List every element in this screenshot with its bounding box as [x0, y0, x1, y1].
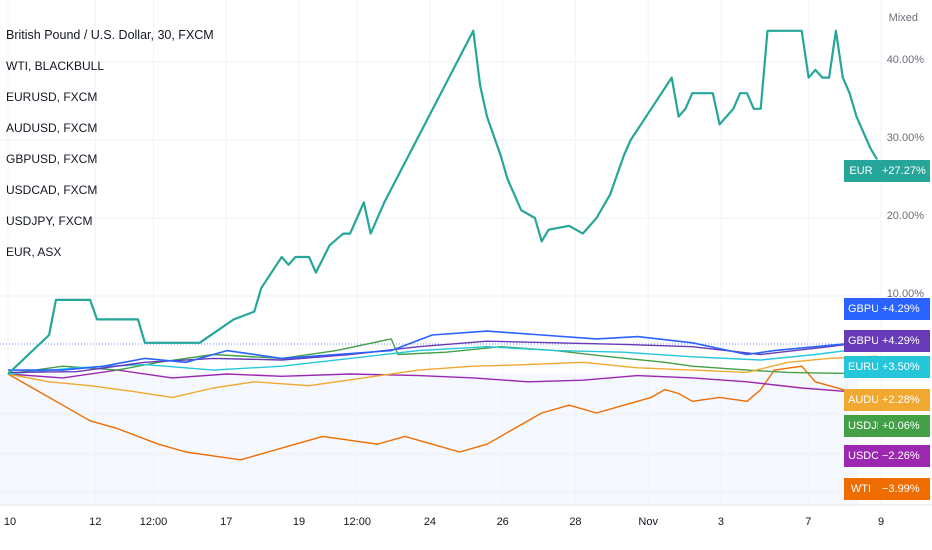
- series-line-eurusd: [7, 346, 878, 375]
- price-tag-usdjpy[interactable]: USDJPY +0.06%: [844, 415, 930, 437]
- price-tag-gbpusd[interactable]: GBPUSD +4.29%: [844, 298, 930, 320]
- price-tag-symbol: USDCAD: [844, 445, 894, 467]
- y-tick-label: 30.00%: [886, 132, 924, 144]
- series-line-gbpusd: [7, 339, 878, 374]
- price-tag-symbol: EURUSD: [844, 356, 894, 378]
- series-line-usdjpy: [7, 338, 878, 375]
- price-tag-symbol: USDJPY: [844, 415, 891, 437]
- legend-item-usdjpy[interactable]: USDJPY, FXCM: [6, 214, 93, 228]
- series-line-gbpusd: [8, 330, 878, 371]
- x-tick-label: 12:00: [343, 516, 371, 528]
- x-tick-label: 9: [877, 516, 885, 528]
- price-tag-usdcad[interactable]: USDCAD −2.26%: [844, 445, 930, 467]
- y-tick-label: 10.00%: [886, 288, 924, 300]
- price-tag-value: −3.99%: [878, 478, 930, 500]
- baseline-fill: [0, 374, 858, 505]
- x-tick-label: 10: [3, 516, 17, 528]
- x-tick-label: 19: [292, 516, 306, 528]
- legend-item-eur[interactable]: EUR, ASX: [6, 245, 62, 259]
- price-tag-gbpusd[interactable]: GBPUSD +4.29%: [844, 330, 930, 352]
- price-tag-eurusd[interactable]: EURUSD +3.50%: [844, 356, 930, 378]
- price-tag-value: +2.28%: [878, 389, 930, 411]
- series-line-usdcad: [7, 369, 878, 393]
- y-tick-label: 40.00%: [886, 54, 924, 66]
- x-tick-label: 28: [569, 516, 582, 528]
- scale-mode-label[interactable]: Mixed: [888, 12, 918, 24]
- legend-item-eurusd[interactable]: EURUSD, FXCM: [6, 90, 98, 104]
- x-tick-label: Nov: [638, 516, 658, 528]
- price-tag-value: +27.27%: [878, 160, 930, 182]
- price-tag-symbol: WTI: [844, 478, 878, 500]
- x-tick-label: 7: [805, 516, 812, 528]
- legend-item-gbpusd[interactable]: GBPUSD, FXCM: [6, 152, 98, 166]
- legend-item-usdcad[interactable]: USDCAD, FXCM: [6, 183, 98, 197]
- price-tag-symbol: GBPUSD: [844, 330, 894, 352]
- price-tag-symbol: AUDUSD: [844, 389, 894, 411]
- x-tick-label: 12:00: [139, 516, 168, 528]
- price-tag-audusd[interactable]: AUDUSD +2.28%: [844, 389, 930, 411]
- legend-item-audusd[interactable]: AUDUSD, FXCM: [6, 121, 98, 135]
- legend: British Pound / U.S. Dollar, 30, FXCM WT…: [6, 20, 214, 268]
- x-tick-label: 17: [220, 516, 233, 528]
- x-tick-label: 26: [496, 516, 509, 528]
- price-tag-value: +4.29%: [878, 298, 930, 320]
- price-tag-value: +4.29%: [878, 330, 930, 352]
- price-tag-value: +3.50%: [878, 356, 930, 378]
- series-line-audusd: [7, 355, 878, 399]
- y-tick-label: 20.00%: [886, 210, 924, 222]
- price-tag-symbol: GBPUSD: [844, 298, 894, 320]
- x-tick-label: 12: [89, 516, 102, 528]
- series-line-eur: [7, 29, 878, 375]
- legend-item-wti[interactable]: WTI, BLACKBULL: [6, 59, 105, 73]
- price-tag-eur[interactable]: EUR +27.27%: [844, 160, 930, 182]
- x-tick-label: 3: [717, 516, 724, 528]
- legend-title[interactable]: British Pound / U.S. Dollar, 30, FXCM: [6, 28, 214, 42]
- price-tag-value: −2.26%: [878, 445, 930, 467]
- price-tag-symbol: EUR: [844, 160, 878, 182]
- x-tick-label: 24: [423, 516, 437, 528]
- price-tag-wti[interactable]: WTI −3.99%: [844, 478, 930, 500]
- price-tag-value: +0.06%: [878, 415, 930, 437]
- series-line-wti: [7, 365, 878, 461]
